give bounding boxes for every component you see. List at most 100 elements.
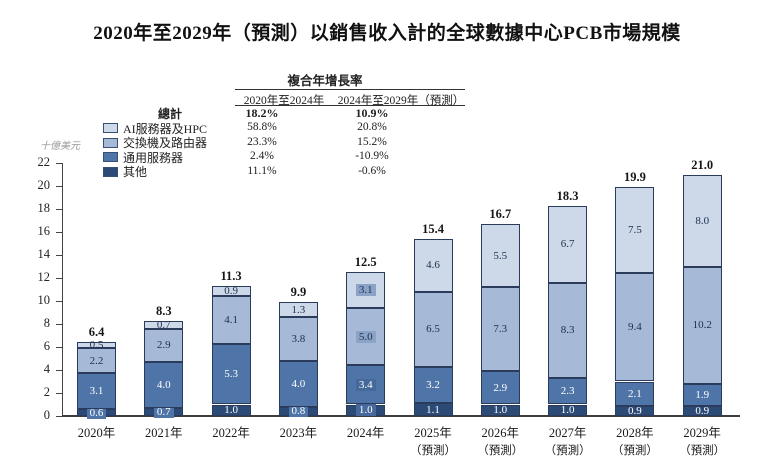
bar-segment [77, 342, 116, 349]
bar-segment-value-label: 0.5 [67, 338, 126, 352]
bar-segment-value: 7.3 [493, 323, 508, 336]
bar-segment-value: 4.6 [426, 259, 440, 272]
bar-segment-value: 2.3 [560, 385, 575, 398]
bar-segment [615, 187, 655, 274]
bar-segment-value: 1.0 [560, 404, 575, 417]
bar-segment-value-label: 3.2 [404, 378, 463, 392]
y-tick-label: 12 [37, 270, 51, 284]
bar-segment-value-label: 2.9 [471, 381, 530, 395]
bar-total-label: 12.5 [354, 255, 377, 270]
x-axis-category-label: 2024年 [332, 422, 399, 441]
bar-segment [144, 361, 184, 408]
bar-segment-value-label: 2.2 [67, 354, 126, 368]
y-tick-label: 16 [37, 224, 51, 238]
bar-segment-value: 3.4 [355, 378, 376, 391]
legend-swatch-icon [103, 166, 118, 177]
x-axis-year: 2029年 [683, 426, 721, 440]
bar-segment-value-label: 1.0 [471, 403, 530, 417]
legend-swatch-icon [103, 137, 118, 148]
bar-segment-value-label: 6.7 [538, 237, 597, 251]
bar-segment [682, 266, 722, 384]
bar-total-label: 16.7 [489, 206, 512, 221]
cagr-rule-bottom [235, 105, 465, 106]
bar-segment [278, 302, 318, 318]
y-tick-label: 20 [37, 178, 51, 192]
bar-segment-value-label: 0.6 [67, 406, 126, 420]
bar-segment-value-label: 4.1 [202, 313, 261, 327]
legend-swatch-icon [103, 123, 118, 133]
cagr-column-header-1: 2020年至2024年 [243, 95, 325, 107]
x-axis-category-label: 2022年 [198, 422, 265, 441]
bar-segment-value: 3.8 [291, 332, 306, 345]
bar-segment-value: 5.3 [224, 368, 238, 381]
y-tick-mark [56, 255, 62, 256]
bar-segment-value-label: 2.9 [134, 338, 193, 352]
bar-segment [144, 320, 184, 329]
bar-segment-value: 3.1 [89, 385, 104, 398]
bar-segment-value-label: 0.9 [202, 284, 261, 298]
bar-total-label: 18.3 [556, 188, 579, 203]
y-tick-mark [56, 186, 62, 187]
bar-segment-value-label: 0.7 [134, 405, 193, 419]
legend-label: AI服務器及HPC [103, 121, 213, 136]
y-tick-mark [56, 301, 62, 302]
cagr-value: -10.9% [355, 150, 389, 162]
bar-segment-value: 0.8 [288, 405, 309, 418]
x-axis-category-label: 2028年 （預測） [601, 422, 668, 458]
bar-segment-value: 5.0 [355, 330, 376, 343]
bar-total-label: 6.4 [88, 325, 105, 340]
bar-segment [615, 405, 655, 416]
y-tick-mark [56, 324, 62, 325]
bar-segment-value: 1.0 [224, 404, 238, 417]
bar-segment [211, 296, 251, 344]
bar-segment-value-label: 4.0 [269, 377, 328, 391]
x-axis-category-label: 2023年 [265, 422, 332, 441]
bar-total-label: 8.3 [155, 303, 172, 318]
legend-label-text: 通用服務器 [123, 150, 184, 165]
bar-segment-value: 0.9 [695, 404, 710, 417]
bar-segment [480, 404, 520, 416]
cagr-value: 11.1% [247, 164, 277, 177]
bar-segment-value: 7.5 [628, 224, 642, 237]
chart-title: 2020年至2029年（預測）以銷售收入計的全球數據中心PCB市場規模 [93, 23, 681, 44]
bar-segment-value: 0.7 [156, 318, 171, 331]
bar-segment [144, 328, 184, 362]
x-axis-year: 2027年 [548, 426, 587, 440]
legend-swatch-icon [103, 152, 118, 162]
x-axis-line [62, 415, 740, 417]
bar-segment-value-label: 5.5 [471, 249, 530, 263]
x-axis-year: 2022年 [212, 426, 250, 440]
bar-segment [548, 282, 588, 379]
x-axis-year: 2024年 [346, 426, 385, 440]
bar-segment-value: 5.5 [493, 249, 508, 262]
bar-segment [413, 403, 453, 416]
bar-segment [548, 205, 588, 283]
bar-segment-value: 2.1 [628, 387, 642, 400]
bar-segment [413, 366, 453, 404]
bar-segment-value-label: 10.2 [673, 318, 732, 332]
bar-segment [77, 373, 116, 410]
bar-segment-value: 2.2 [89, 354, 104, 367]
bar-segment-value: 2.9 [156, 339, 171, 352]
bar-segment-value: 4.0 [291, 377, 306, 390]
x-axis-category-label: 2026年 （預測） [467, 422, 534, 458]
bar-segment-value-label: 2.1 [605, 387, 664, 401]
bar-segment [615, 273, 655, 382]
y-tick-mark [56, 163, 62, 164]
cagr-value: 15.2% [357, 135, 387, 148]
bar-segment-value: 3.2 [426, 378, 440, 391]
bar-segment-value-label: 5.0 [336, 330, 395, 344]
bar-segment-value: 0.9 [628, 404, 642, 417]
bar-segment-value-label: 7.3 [471, 322, 530, 336]
x-axis-year: 2023年 [279, 426, 318, 440]
bar-segment-value: 10.2 [692, 319, 712, 332]
y-tick-label: 14 [37, 247, 51, 261]
cagr-value: 20.8% [357, 121, 387, 133]
y-tick-label: 18 [37, 201, 51, 215]
bar-segment-value-label: 3.8 [269, 332, 328, 346]
bar-segment [278, 317, 318, 361]
y-tick-label: 0 [43, 408, 50, 422]
x-axis-category-label: 2021年 [130, 422, 197, 441]
cagr-value: 2.4% [250, 150, 274, 162]
y-tick-label: 8 [43, 316, 50, 330]
